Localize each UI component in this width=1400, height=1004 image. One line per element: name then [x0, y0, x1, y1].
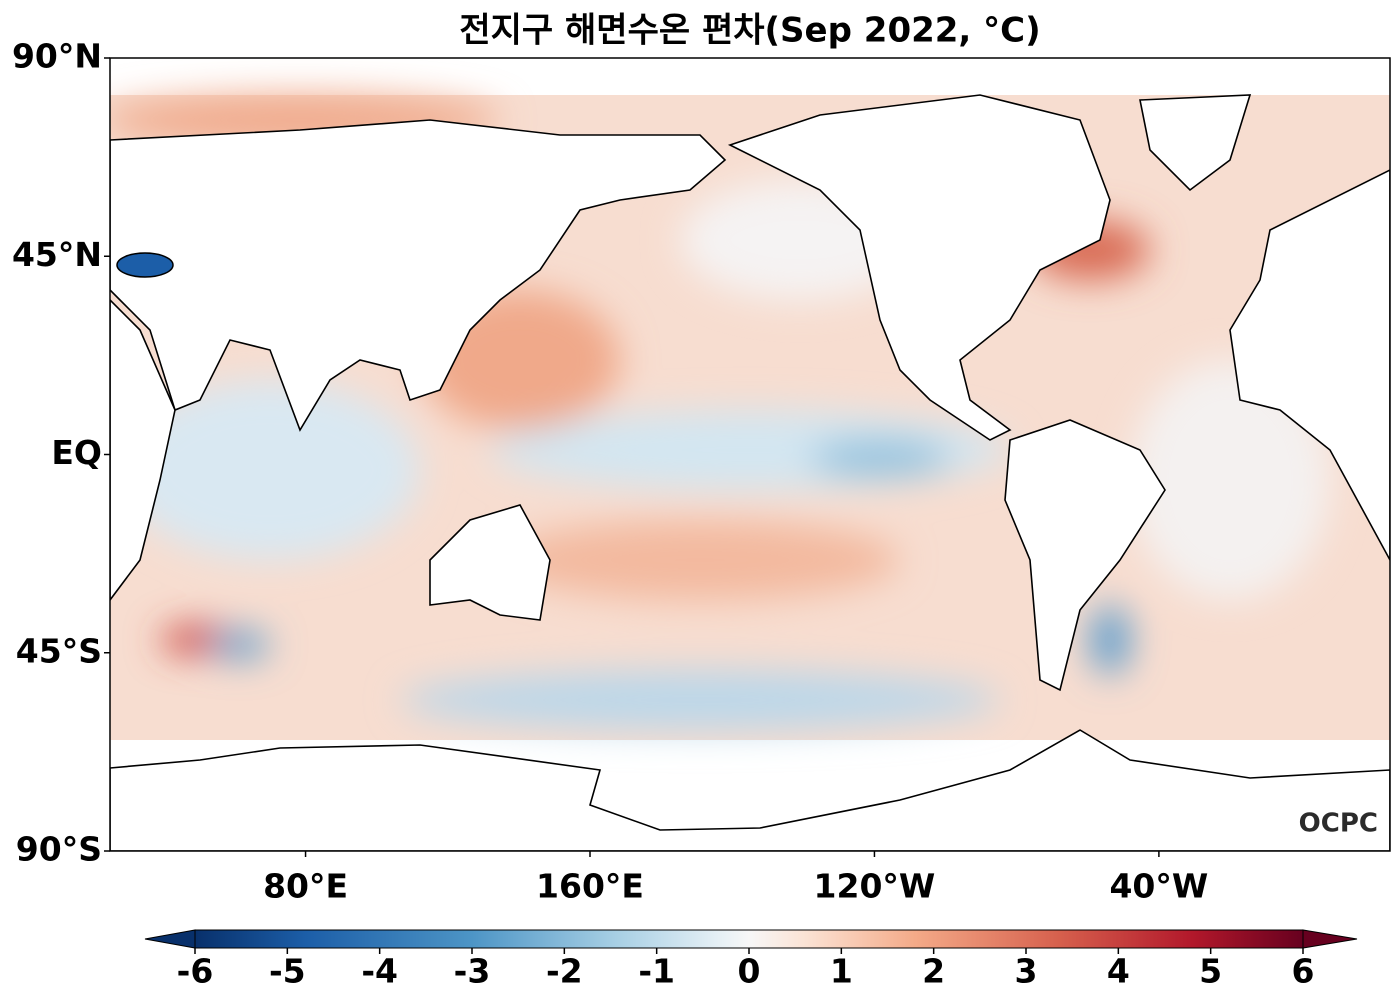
colorbar-tick-label: 0 — [738, 952, 761, 991]
y-tick-label: 45°N — [12, 235, 102, 274]
y-tick-label: 90°N — [12, 37, 102, 76]
colorbar-tick-label: -5 — [269, 952, 306, 991]
axes: 90°N 45°N EQ 45°S 90°S 80°E 160°E 120°W 40°W — [12, 37, 1208, 906]
logo: OCPC — [1299, 809, 1378, 839]
colorbar-tick-label: -2 — [546, 952, 583, 991]
colorbar-bar — [194, 929, 1304, 949]
colorbar-tick-label: 1 — [830, 952, 853, 991]
y-tick-label: 90°S — [16, 830, 102, 869]
x-tick-label: 80°E — [263, 867, 348, 906]
map-area — [110, 94, 1390, 851]
colorbar-extend-high — [1302, 929, 1358, 949]
colorbar-tick-label: -3 — [454, 952, 491, 991]
y-tick-label: 45°S — [16, 631, 102, 670]
east-africa — [110, 298, 176, 602]
antarctica — [110, 729, 1390, 851]
x-tick-label: 160°E — [536, 867, 644, 906]
colorbar-extend-low — [144, 929, 196, 949]
black-sea — [116, 252, 174, 278]
colorbar-tick-label: 4 — [1107, 952, 1130, 991]
colorbar-tick-label: 5 — [1199, 952, 1222, 991]
colorbar-tick-label: 2 — [922, 952, 945, 991]
x-tick-label: 120°W — [814, 867, 936, 906]
colorbar-tick-label: 3 — [1015, 952, 1038, 991]
y-tick-label: EQ — [51, 433, 102, 472]
colorbar-tick-label: -6 — [177, 952, 214, 991]
north-america — [727, 94, 1111, 441]
colorbar-tick-label: 6 — [1292, 952, 1315, 991]
africa-europe — [1229, 169, 1390, 561]
eurasia — [110, 119, 727, 432]
greenland — [1139, 94, 1252, 192]
south-america — [1004, 419, 1166, 692]
colorbar-tick-label: -4 — [361, 952, 398, 991]
x-tick-label: 40°W — [1109, 867, 1208, 906]
colorbar-tick-label: -1 — [638, 952, 675, 991]
map-title: 전지구 해면수온 편차(Sep 2022, °C) — [459, 11, 1040, 51]
colorbar: -6 -5 -4 -3 -2 -1 0 1 2 3 4 5 6 — [144, 929, 1358, 991]
australia — [429, 504, 551, 621]
